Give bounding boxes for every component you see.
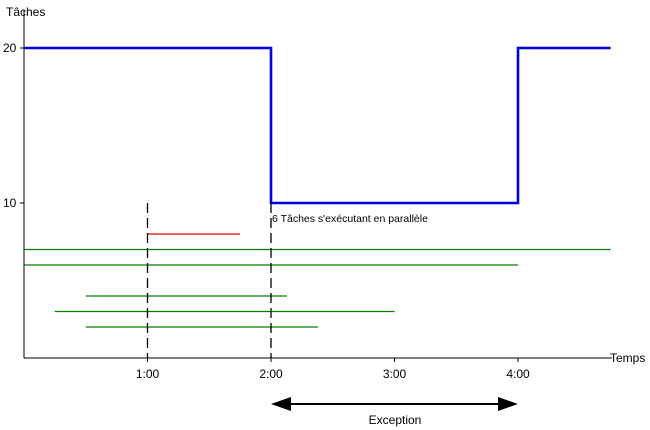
x-tick-label: 2:00 [259,367,283,381]
tick-labels: 10 20 1:00 2:00 3:00 4:00 [3,41,530,381]
capacity-line [24,46,611,205]
task-lines [24,233,611,328]
parallel-annotation: 6 Tâches s'exécutant en parallèle [272,213,428,225]
x-axis-label: Temps [610,351,645,365]
capacity-series [24,46,611,205]
y-tick-label: 20 [3,41,17,55]
x-tick-label: 4:00 [506,367,530,381]
x-tick-label: 3:00 [383,367,407,381]
exception-label: Exception [369,413,422,427]
x-tick-label: 1:00 [136,367,160,381]
exception-arrow [271,397,518,411]
y-tick-label: 10 [3,196,17,210]
axes [20,10,612,362]
time-markers [146,203,272,358]
exception-arrow-right-head [498,397,518,411]
exception-arrow-left-head [271,397,291,411]
y-axis-label: Tâches [6,5,45,19]
